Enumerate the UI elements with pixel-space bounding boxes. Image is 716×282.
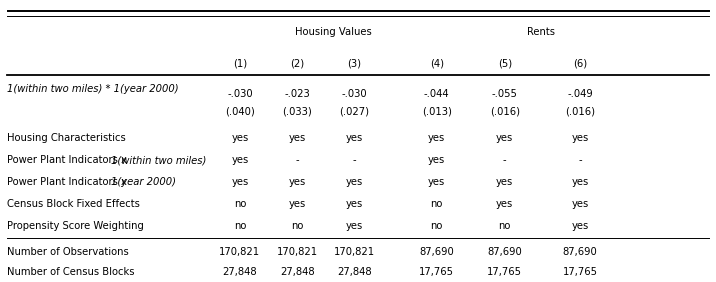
- Text: Propensity Score Weighting: Propensity Score Weighting: [7, 221, 144, 231]
- Text: no: no: [430, 199, 443, 209]
- Text: no: no: [233, 199, 246, 209]
- Text: no: no: [498, 221, 511, 231]
- Text: (.040): (.040): [225, 106, 255, 116]
- Text: yes: yes: [346, 177, 363, 187]
- Text: yes: yes: [428, 133, 445, 143]
- Text: Power Plant Indicators x: Power Plant Indicators x: [7, 155, 130, 165]
- Text: 87,690: 87,690: [563, 247, 597, 257]
- Text: yes: yes: [231, 155, 248, 165]
- Text: -: -: [352, 155, 357, 165]
- Text: (.033): (.033): [282, 106, 312, 116]
- Text: (1): (1): [233, 58, 247, 69]
- Text: yes: yes: [289, 177, 306, 187]
- Text: 27,848: 27,848: [223, 266, 257, 277]
- Text: yes: yes: [496, 199, 513, 209]
- Text: 17,765: 17,765: [563, 266, 597, 277]
- Text: -.023: -.023: [284, 89, 310, 100]
- Text: (6): (6): [573, 58, 587, 69]
- Text: Rents: Rents: [526, 27, 555, 38]
- Text: Number of Census Blocks: Number of Census Blocks: [7, 266, 135, 277]
- Text: 27,848: 27,848: [337, 266, 372, 277]
- Text: 1(year 2000): 1(year 2000): [111, 177, 176, 187]
- Text: 170,821: 170,821: [334, 247, 375, 257]
- Text: -.049: -.049: [567, 89, 593, 100]
- Text: yes: yes: [496, 177, 513, 187]
- Text: (5): (5): [498, 58, 512, 69]
- Text: yes: yes: [346, 133, 363, 143]
- Text: Power Plant Indicators x: Power Plant Indicators x: [7, 177, 130, 187]
- Text: yes: yes: [289, 133, 306, 143]
- Text: 1(within two miles): 1(within two miles): [111, 155, 206, 165]
- Text: 27,848: 27,848: [280, 266, 314, 277]
- Text: (2): (2): [290, 58, 304, 69]
- Text: (.016): (.016): [490, 106, 520, 116]
- Text: yes: yes: [231, 133, 248, 143]
- Text: yes: yes: [428, 177, 445, 187]
- Text: yes: yes: [571, 199, 589, 209]
- Text: (4): (4): [430, 58, 444, 69]
- Text: -.055: -.055: [492, 89, 518, 100]
- Text: 170,821: 170,821: [276, 247, 318, 257]
- Text: Housing Values: Housing Values: [294, 27, 372, 38]
- Text: no: no: [430, 221, 443, 231]
- Text: 17,765: 17,765: [488, 266, 522, 277]
- Text: (.016): (.016): [565, 106, 595, 116]
- Text: -: -: [295, 155, 299, 165]
- Text: 1(within two miles) * 1(year 2000): 1(within two miles) * 1(year 2000): [7, 84, 179, 94]
- Text: (.013): (.013): [422, 106, 452, 116]
- Text: 87,690: 87,690: [420, 247, 454, 257]
- Text: yes: yes: [496, 133, 513, 143]
- Text: yes: yes: [346, 199, 363, 209]
- Text: Number of Observations: Number of Observations: [7, 247, 129, 257]
- Text: no: no: [291, 221, 304, 231]
- Text: yes: yes: [571, 177, 589, 187]
- Text: no: no: [233, 221, 246, 231]
- Text: yes: yes: [231, 177, 248, 187]
- Text: Housing Characteristics: Housing Characteristics: [7, 133, 126, 143]
- Text: yes: yes: [428, 155, 445, 165]
- Text: 87,690: 87,690: [488, 247, 522, 257]
- Text: (3): (3): [347, 58, 362, 69]
- Text: Census Block Fixed Effects: Census Block Fixed Effects: [7, 199, 140, 209]
- Text: yes: yes: [289, 199, 306, 209]
- Text: yes: yes: [571, 133, 589, 143]
- Text: -.044: -.044: [424, 89, 450, 100]
- Text: yes: yes: [346, 221, 363, 231]
- Text: (.027): (.027): [339, 106, 369, 116]
- Text: -: -: [578, 155, 582, 165]
- Text: yes: yes: [571, 221, 589, 231]
- Text: -.030: -.030: [342, 89, 367, 100]
- Text: -: -: [503, 155, 507, 165]
- Text: 17,765: 17,765: [420, 266, 454, 277]
- Text: -.030: -.030: [227, 89, 253, 100]
- Text: 170,821: 170,821: [219, 247, 261, 257]
